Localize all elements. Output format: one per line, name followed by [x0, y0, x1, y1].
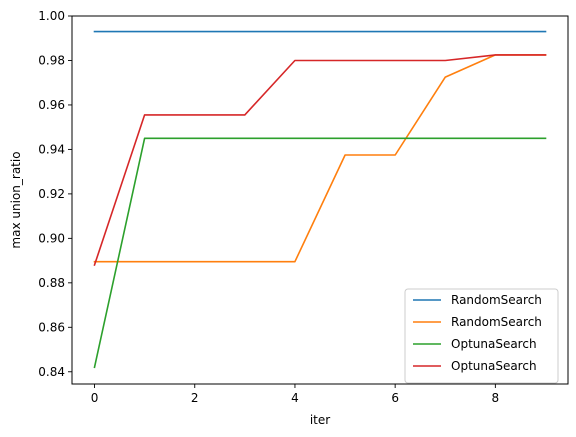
y-tick-label: 0.88: [38, 276, 65, 290]
x-axis: 0 2 4 6 8: [91, 384, 499, 405]
series-line-2: [93, 54, 547, 263]
series-line-3: [93, 137, 547, 369]
x-tick-label: 6: [391, 391, 399, 405]
series-line-4: [93, 54, 547, 267]
legend-label: OptunaSearch: [451, 359, 537, 373]
y-axis: 0.84 0.86 0.88 0.90 0.92 0.94 0.96 0.98 1.00: [38, 9, 72, 379]
y-tick-label: 0.86: [38, 320, 65, 334]
y-tick-label: 1.00: [38, 9, 65, 23]
y-tick-label: 0.96: [38, 98, 65, 112]
y-tick-label: 0.94: [38, 142, 65, 156]
x-tick-label: 0: [91, 391, 99, 405]
y-tick-label: 0.98: [38, 53, 65, 67]
plot-frame: [71, 15, 569, 385]
x-axis-label: iter: [310, 413, 330, 427]
y-tick-label: 0.84: [38, 365, 65, 379]
legend: RandomSearch RandomSearch OptunaSearch Optu…: [404, 288, 559, 384]
x-tick-label: 2: [191, 391, 199, 405]
legend-label: RandomSearch: [451, 293, 542, 307]
y-axis-label: max union_ratio: [9, 151, 23, 248]
plot-lines: [93, 30, 547, 369]
y-tick-label: 0.92: [38, 187, 65, 201]
legend-label: RandomSearch: [451, 315, 542, 329]
x-tick-label: 4: [291, 391, 299, 405]
legend-label: OptunaSearch: [451, 337, 537, 351]
y-tick-label: 0.90: [38, 231, 65, 245]
x-tick-label: 8: [492, 391, 500, 405]
legend-box: [404, 288, 559, 384]
